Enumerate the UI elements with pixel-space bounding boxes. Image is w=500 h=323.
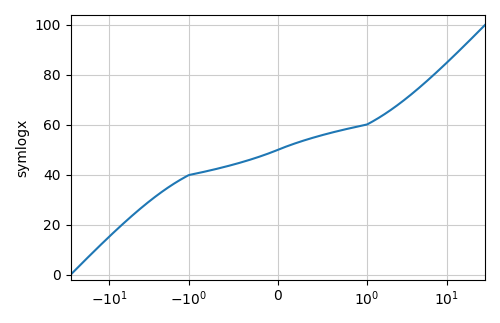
Y-axis label: symlogx: symlogx (15, 118, 29, 177)
